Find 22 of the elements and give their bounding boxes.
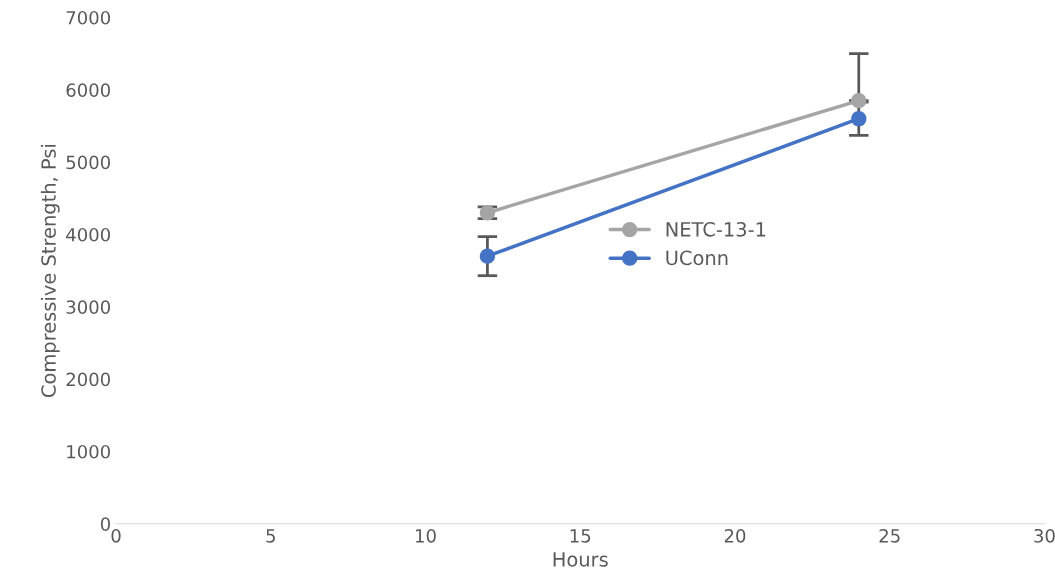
x-tick-label: 10: [416, 528, 436, 543]
point: [851, 93, 867, 109]
x-tick-label: 30: [1034, 528, 1055, 543]
point: [851, 111, 867, 127]
y-tick-label: 5000: [66, 155, 110, 170]
x-tick-label: 5: [266, 529, 275, 543]
y-tick-label: 0: [100, 517, 110, 531]
x-tick-label: 15: [570, 529, 591, 543]
y-tick-label: 4000: [66, 227, 110, 242]
y-tick-label: 6000: [66, 83, 110, 97]
point: [479, 248, 496, 264]
y-tick-label: 2000: [66, 372, 110, 387]
x-tick-label: 0: [111, 528, 121, 543]
x-tick-label: 20: [724, 528, 746, 543]
x-axis-title: Hours: [553, 552, 608, 567]
y-tick-label: 1000: [67, 444, 110, 459]
y-tick-label: 7000: [66, 10, 110, 25]
y-axis-title: Compressive Strength, Psi: [40, 144, 60, 398]
legend-label: UConn: [666, 250, 728, 266]
legend-label: NETC-13-1: [666, 221, 766, 237]
x-tick-label: 25: [879, 528, 900, 543]
y-tick-label: 3000: [66, 300, 110, 314]
